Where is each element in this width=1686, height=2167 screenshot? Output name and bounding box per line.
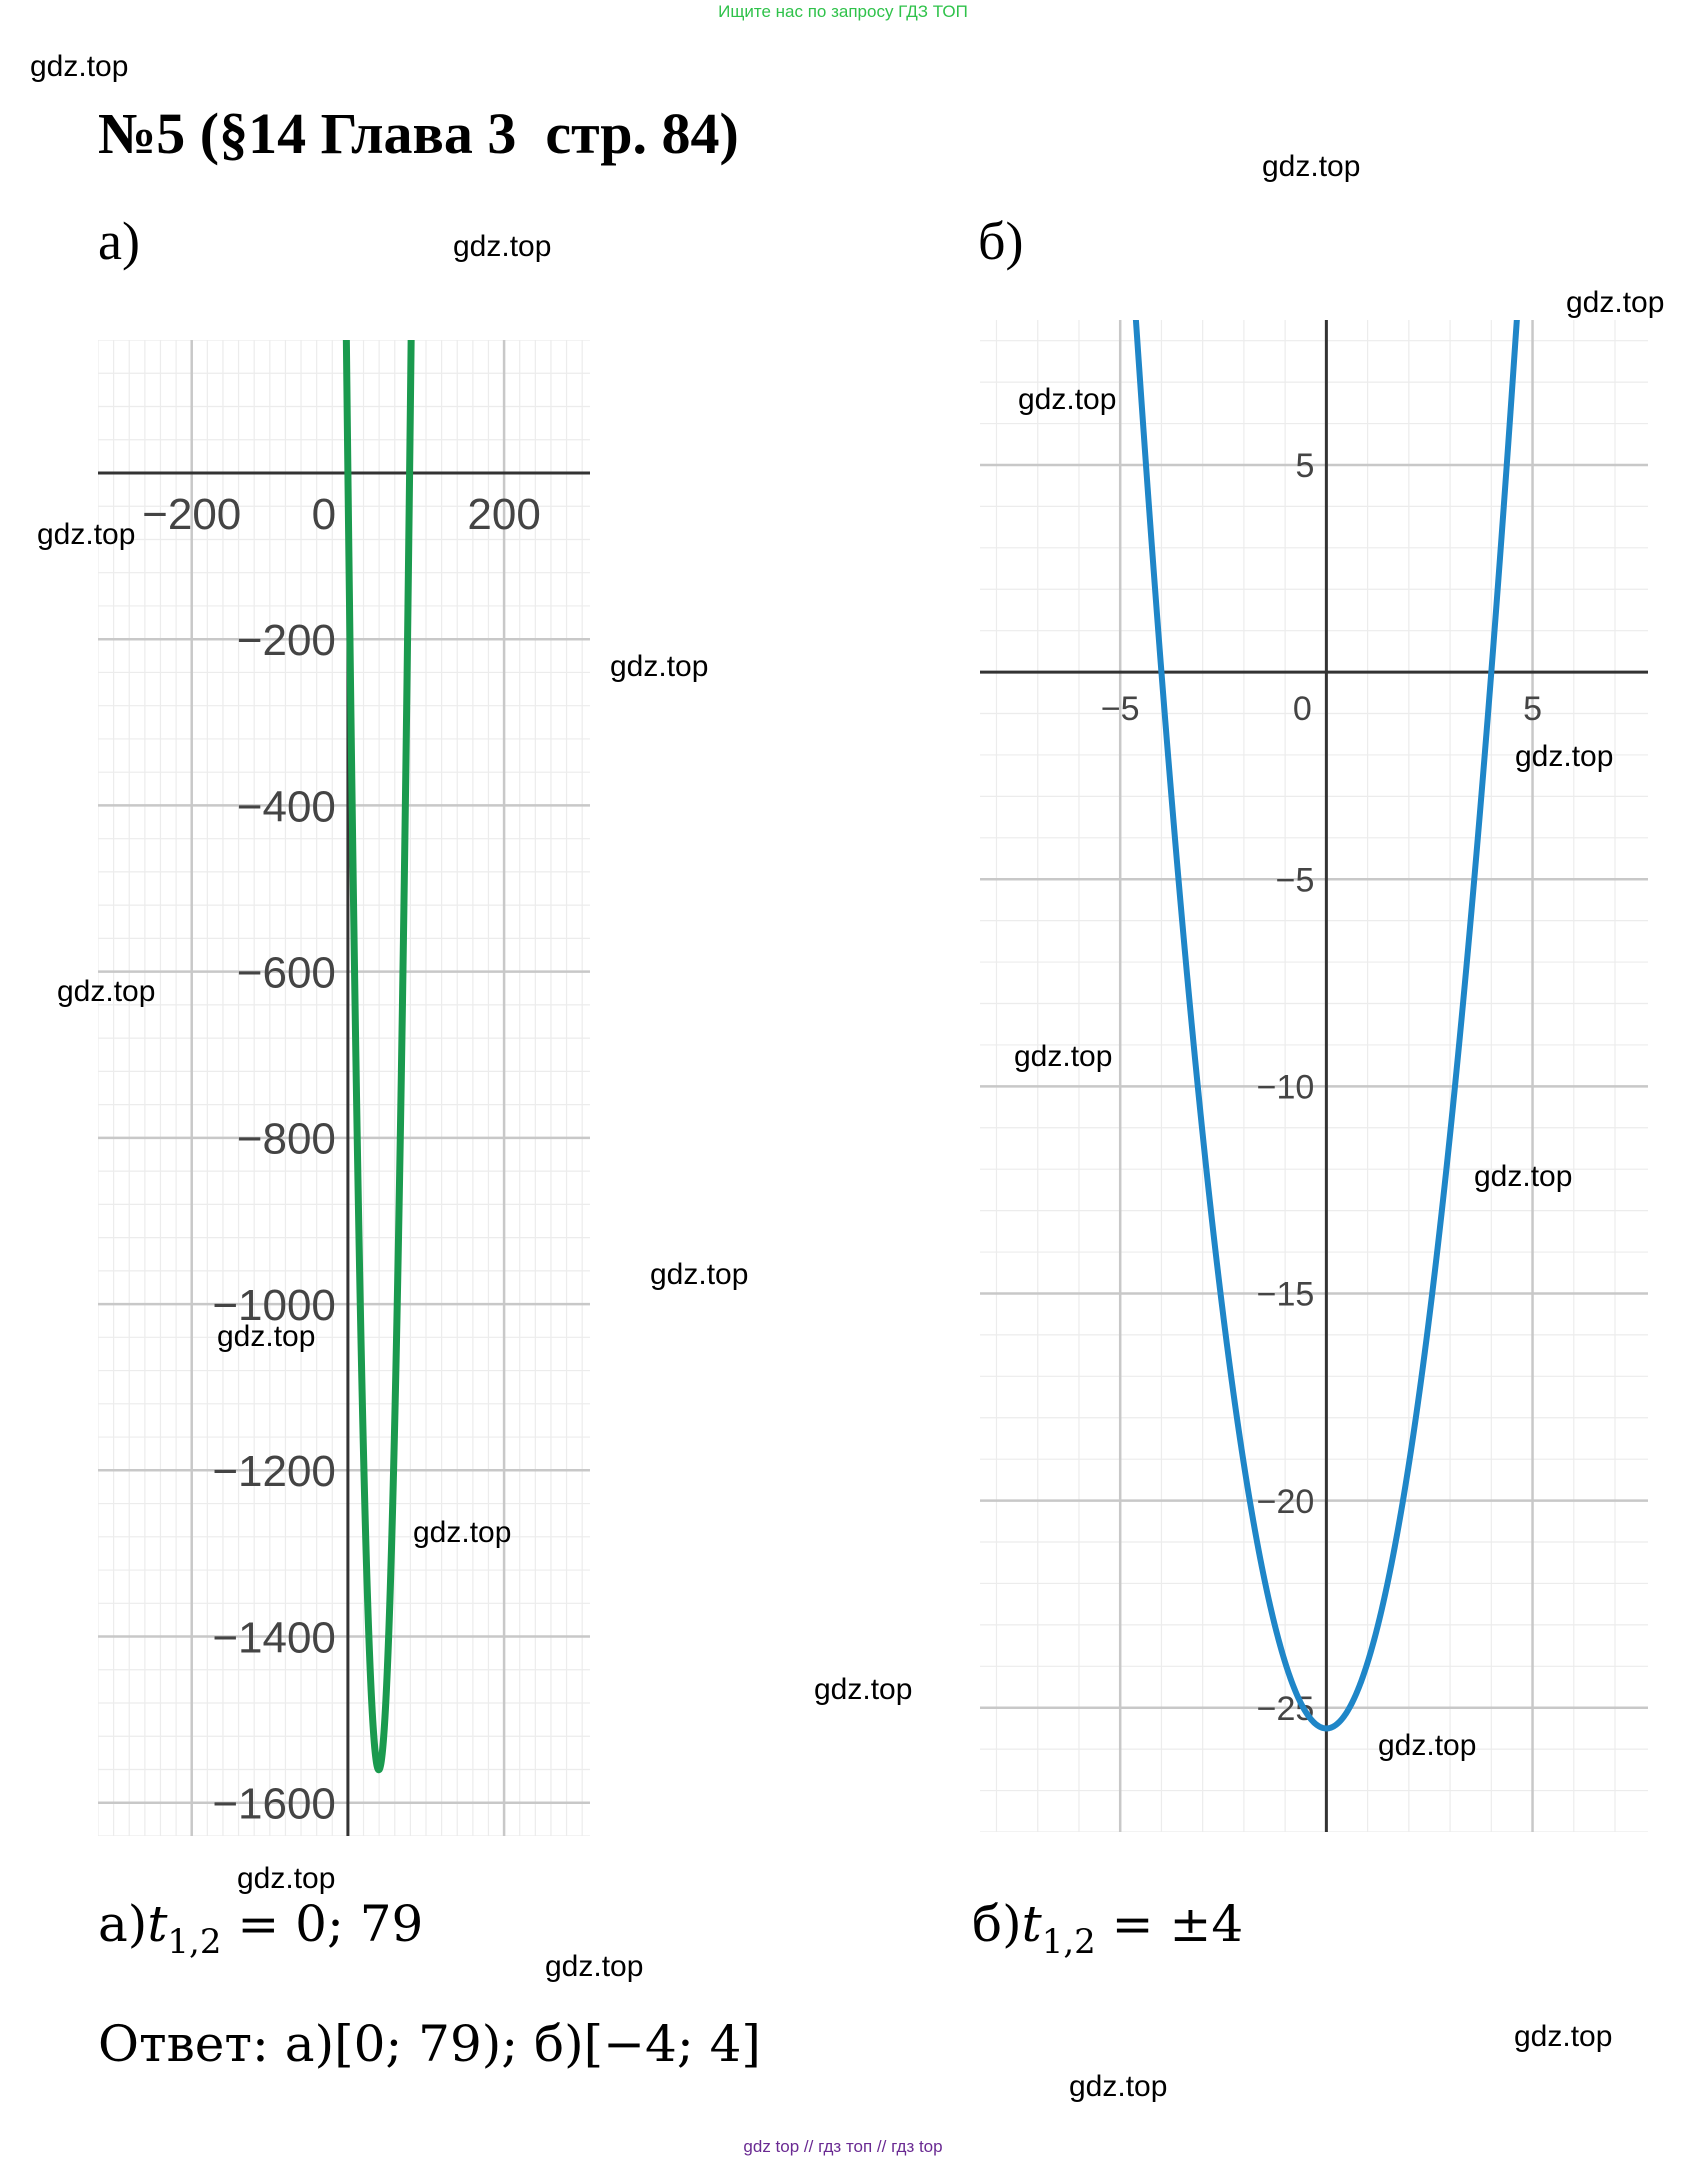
final-answer: Ответ: а)[0; 79); б)[−4; 4] <box>98 2015 761 2073</box>
x-tick-label: 0 <box>312 490 336 539</box>
y-tick-label: −10 <box>1257 1069 1315 1107</box>
watermark: gdz.top <box>57 975 156 1008</box>
x-tick-label: 200 <box>467 490 540 539</box>
graph-a: −200 0 200 −200 −400 −600 −800 −1000 −1200 −1400 −… <box>98 340 590 1836</box>
watermark: gdz.top <box>453 230 552 263</box>
watermark: gdz.top <box>1014 1040 1113 1073</box>
search-banner: Ищите нас по запросу ГДЗ ТОП <box>718 2 968 21</box>
watermark: gdz.top <box>413 1516 512 1549</box>
x-tick-label: −5 <box>1101 690 1140 728</box>
y-tick-label: −200 <box>237 616 336 665</box>
watermark: gdz.top <box>1566 286 1665 319</box>
y-tick-label: −600 <box>237 948 336 997</box>
watermark: gdz.top <box>1262 150 1361 183</box>
watermark: gdz.top <box>30 50 129 83</box>
y-tick-label: −1400 <box>212 1613 336 1662</box>
y-tick-label: −800 <box>237 1115 336 1164</box>
part-b-label: б) <box>978 211 1024 271</box>
watermark: gdz.top <box>1474 1160 1573 1193</box>
watermark: gdz.top <box>545 1950 644 1983</box>
y-tick-label: −5 <box>1276 861 1315 899</box>
x-tick-label: 0 <box>1293 690 1312 728</box>
parabola-curve <box>1132 320 1520 1732</box>
watermark: gdz.top <box>237 1862 336 1895</box>
y-tick-label: −1200 <box>212 1447 336 1496</box>
watermark: gdz.top <box>217 1320 316 1353</box>
x-tick-label: −200 <box>142 490 241 539</box>
y-tick-label: 5 <box>1295 447 1314 485</box>
page-title: №5 (§14 Глава 3 стр. 84) <box>98 101 739 166</box>
watermark: gdz.top <box>1514 2020 1613 2053</box>
watermark: gdz.top <box>650 1258 749 1291</box>
parabola-curve <box>342 340 415 1774</box>
part-a-label: а) <box>98 211 140 271</box>
watermark: gdz.top <box>1018 383 1117 416</box>
watermark: gdz.top <box>1069 2070 1168 2103</box>
watermark: gdz.top <box>610 650 709 683</box>
y-tick-label: −20 <box>1257 1483 1315 1521</box>
graph-b: −5 0 55−5−10−15−20−25 <box>980 320 1648 1832</box>
x-tick-label: 5 <box>1523 690 1542 728</box>
answer-a: а)t1,2 = 0; 79 <box>98 1895 424 1962</box>
watermark: gdz.top <box>37 518 136 551</box>
answer-b: б)t1,2 = ±4 <box>972 1895 1244 1962</box>
y-tick-label: −1600 <box>212 1780 336 1829</box>
y-tick-label: −1000 <box>212 1281 336 1330</box>
watermark: gdz.top <box>814 1673 913 1706</box>
watermark: gdz.top <box>1515 740 1614 773</box>
watermark: gdz.top <box>1378 1729 1477 1762</box>
footer-links: gdz top // гдз топ // гдз top <box>743 2137 943 2156</box>
y-tick-label: −400 <box>237 782 336 831</box>
y-tick-label: −15 <box>1257 1276 1315 1314</box>
